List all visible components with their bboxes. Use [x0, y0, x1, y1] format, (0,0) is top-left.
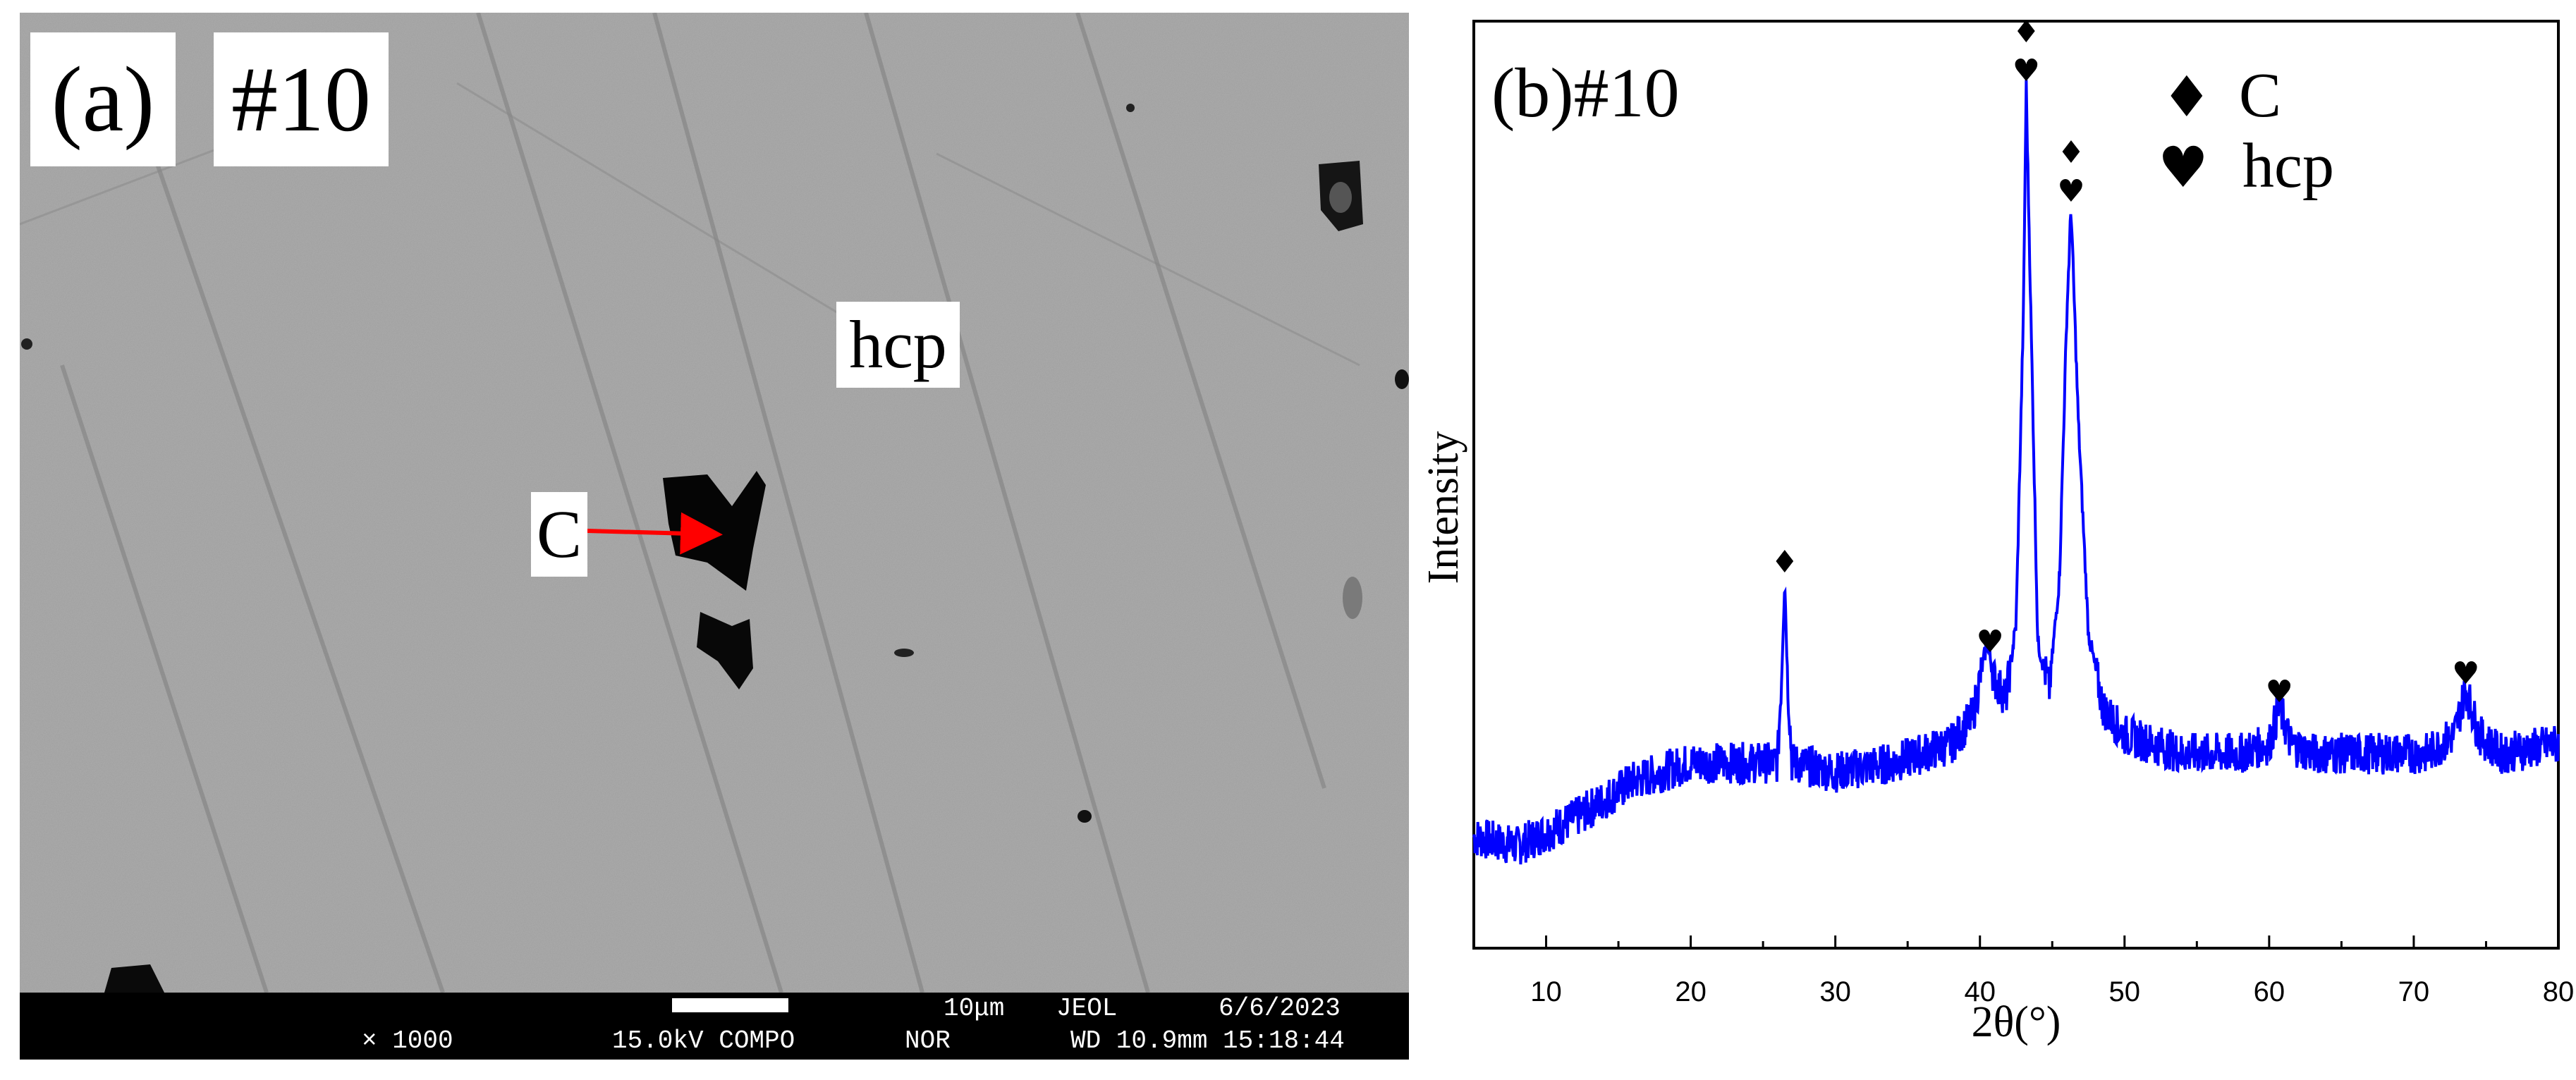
peak-marker-hcp: ♥ — [1976, 624, 2003, 660]
carbon-particle-lower — [697, 612, 753, 689]
voltage-mode: 15.0kV COMPO — [612, 1026, 795, 1055]
signal-mode: NOR — [905, 1026, 951, 1055]
x-tick-label: 40 — [1964, 976, 1996, 1007]
legend: ♦ C ♥ hcp — [2158, 61, 2334, 201]
plot-frame — [1472, 20, 2560, 950]
x-tick-label: 30 — [1819, 976, 1851, 1007]
acquisition-date: 6/6/2023 — [1219, 994, 1341, 1023]
sem-info-bar: 10μm JEOL 6/6/2023 × 1000 15.0kV COMPO N… — [20, 993, 1409, 1060]
peak-markers: ♦♥♦♥♦♥♥♥ — [1771, 14, 2479, 710]
peak-marker-c: ♦ — [2057, 135, 2084, 171]
legend-hcp-label: hcp — [2242, 131, 2334, 201]
x-tick-label: 50 — [2109, 976, 2141, 1007]
carbon-particle-label: C — [531, 492, 587, 577]
x-axis-tick-labels: 10 20 30 40 50 60 70 80 — [1530, 976, 2574, 1007]
x-tick-label: 70 — [2398, 976, 2430, 1007]
magnification: × 1000 — [362, 1026, 453, 1055]
sample-label-a: #10 — [214, 32, 389, 166]
legend-c-symbol: ♦ — [2161, 64, 2212, 130]
x-tick-label: 10 — [1530, 976, 1562, 1007]
peak-marker-hcp: ♥ — [2013, 53, 2040, 89]
xrd-series-line — [1472, 80, 2560, 865]
peak-marker-hcp: ♥ — [2057, 173, 2084, 209]
sem-micrograph-image — [20, 13, 1409, 993]
working-distance-time: WD 10.9mm 15:18:44 — [1070, 1026, 1345, 1055]
panel-b-label: (b)#10 — [1491, 54, 1680, 132]
peak-marker-c: ♦ — [1771, 544, 1798, 580]
x-tick-label: 20 — [1675, 976, 1707, 1007]
sem-micrograph-panel: (a) #10 hcp C 10μm JEOL 6/6/2023 × 1000 … — [20, 13, 1409, 1060]
peak-marker-c: ♦ — [2013, 14, 2040, 50]
x-axis-ticks — [1472, 935, 2560, 948]
xrd-chart: 10 20 30 40 50 60 70 80 ♦♥♦♥♦♥♥♥ (b)#10 ♦ C ♥ h… — [1420, 14, 2574, 1046]
scale-value: 10μm — [944, 994, 1005, 1023]
panel-a-label: (a) — [30, 32, 176, 166]
annotation-arrow — [587, 512, 723, 555]
x-tick-label: 60 — [2254, 976, 2285, 1007]
instrument-maker: JEOL — [1056, 994, 1118, 1023]
y-axis-label: Intensity — [1420, 431, 1467, 584]
legend-hcp-symbol: ♥ — [2158, 135, 2209, 200]
peak-marker-hcp: ♥ — [2265, 674, 2293, 710]
hcp-phase-label: hcp — [836, 302, 960, 388]
peak-marker-hcp: ♥ — [2452, 656, 2479, 692]
scale-bar — [672, 998, 788, 1012]
legend-c-label: C — [2239, 61, 2281, 130]
x-axis-label: 2θ(°) — [1972, 998, 2061, 1046]
x-tick-label: 80 — [2543, 976, 2575, 1007]
xrd-chart-panel: 10 20 30 40 50 60 70 80 ♦ ♥ ♦ ♥ ♦ ♥ ♥ ♥ (b)#10 ♦ C ♥ h… — [1417, 0, 2576, 1080]
